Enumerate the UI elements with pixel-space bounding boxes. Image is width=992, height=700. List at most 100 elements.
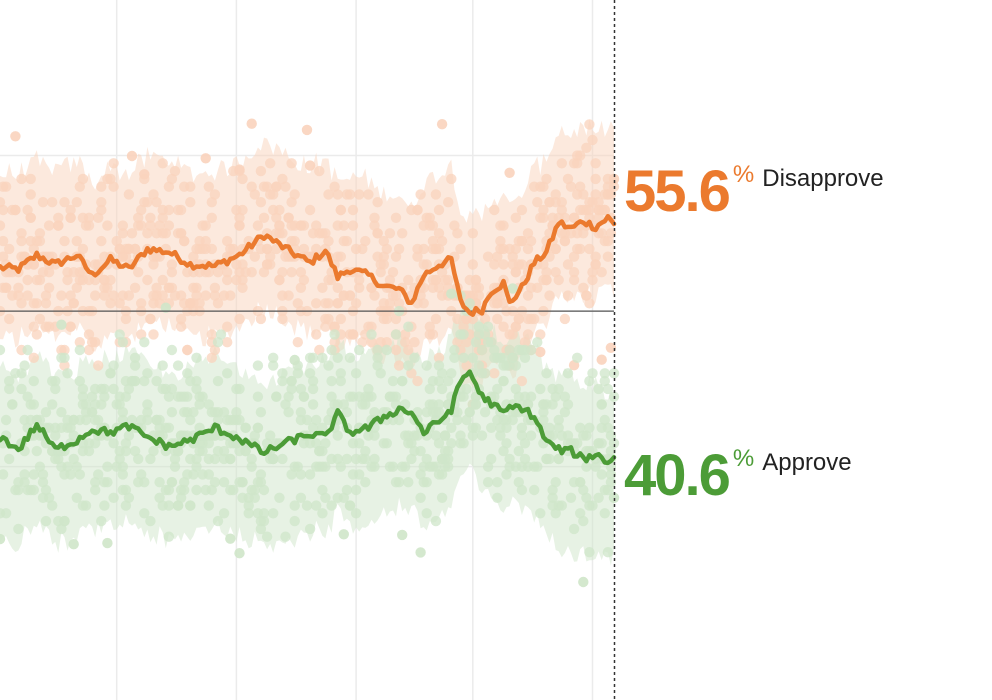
approve-poll-dot <box>482 321 494 332</box>
disapprove-poll-dot <box>452 228 463 239</box>
approve-poll-dot <box>114 399 125 410</box>
disapprove-poll-dot <box>375 267 386 278</box>
disapprove-poll-dot <box>403 344 414 356</box>
approve-poll-dot <box>268 360 279 371</box>
disapprove-poll-dot <box>286 158 297 169</box>
disapprove-poll-dot <box>498 321 509 332</box>
approve-poll-dot <box>203 500 214 511</box>
disapprove-poll-dot <box>461 337 472 348</box>
approve-poll-dot <box>593 492 604 503</box>
approve-poll-dot <box>307 383 319 395</box>
disapprove-poll-dot <box>96 235 107 247</box>
disapprove-poll-dot <box>53 220 64 231</box>
approve-poll-dot <box>354 469 365 480</box>
disapprove-poll-dot <box>16 298 27 309</box>
approve-poll-dot <box>243 500 254 511</box>
disapprove-poll-dot <box>467 228 478 239</box>
approve-poll-dot <box>90 484 101 496</box>
approve-poll-dot <box>467 352 478 363</box>
approve-poll-dot <box>80 414 92 426</box>
approve-poll-dot <box>4 383 15 395</box>
disapprove-poll-dot <box>412 375 423 387</box>
approve-poll-dot <box>280 531 291 542</box>
approve-poll-dot <box>258 484 270 496</box>
approve-poll-dot <box>7 399 18 410</box>
disapprove-poll-dot <box>209 282 221 293</box>
disapprove-poll-dot <box>522 329 534 340</box>
approve-poll-dot <box>246 453 257 465</box>
disapprove-poll-dot <box>31 329 42 340</box>
disapprove-poll-dot <box>433 228 445 239</box>
approve-poll-dot <box>53 453 64 465</box>
disapprove-poll-dot <box>602 235 614 247</box>
disapprove-poll-dot <box>206 329 217 340</box>
disapprove-poll-dot <box>34 228 46 239</box>
disapprove-poll-dot <box>338 220 349 231</box>
disapprove-poll-dot <box>596 267 607 278</box>
disapprove-poll-dot <box>314 165 325 177</box>
approve-poll-dot <box>461 414 472 426</box>
approve-poll-dot <box>175 492 187 503</box>
disapprove-poll-dot <box>421 259 432 270</box>
approve-poll-dot <box>59 352 70 363</box>
disapprove-poll-dot <box>559 313 571 325</box>
disapprove-poll-dot <box>234 313 245 325</box>
disapprove-poll-dot <box>387 267 399 278</box>
approve-poll-dot <box>443 461 454 472</box>
approve-poll-dot <box>93 414 104 426</box>
approve-poll-dot <box>341 407 353 418</box>
disapprove-poll-dot <box>522 243 534 255</box>
approve-poll-dot <box>344 352 356 363</box>
approve-poll-dot <box>148 445 159 457</box>
approve-poll-dot <box>65 469 76 480</box>
disapprove-poll-dot <box>538 259 549 270</box>
approve-poll-dot <box>479 368 491 379</box>
approve-poll-dot <box>65 422 76 433</box>
approve-poll-dot <box>335 368 346 379</box>
approve-poll-dot <box>80 500 92 511</box>
disapprove-poll-dot <box>390 344 402 356</box>
approve-poll-dot <box>307 422 319 433</box>
disapprove-poll-dot <box>381 313 392 325</box>
disapprove-poll-dot <box>412 251 423 262</box>
approve-poll-dot <box>482 477 494 488</box>
approve-poll-dot <box>458 391 469 402</box>
approve-poll-dot <box>504 344 515 356</box>
approve-poll-dot <box>400 461 411 472</box>
disapprove-poll-dot <box>605 342 617 353</box>
disapprove-label: 55.6 % Disapprove <box>624 163 884 221</box>
approve-poll-dot <box>492 383 503 395</box>
disapprove-poll-dot <box>277 228 288 239</box>
disapprove-poll-dot <box>535 329 546 340</box>
disapprove-poll-dot <box>397 228 408 239</box>
approve-poll-dot <box>350 484 362 496</box>
approve-poll-dot <box>102 537 113 549</box>
approve-poll-dot <box>209 453 221 465</box>
disapprove-poll-dot <box>427 235 439 247</box>
disapprove-poll-dot <box>568 212 580 223</box>
approve-poll-dot <box>166 344 178 356</box>
approve-poll-dot <box>179 477 190 488</box>
disapprove-poll-dot <box>433 282 445 293</box>
disapprove-poll-dot <box>163 181 175 192</box>
approve-poll-dot <box>289 500 300 511</box>
approve-poll-dot <box>476 430 488 441</box>
approve-poll-dot <box>40 484 52 496</box>
approve-poll-dot <box>295 492 307 503</box>
approve-poll-dot <box>120 445 132 457</box>
disapprove-poll-dot <box>129 243 141 255</box>
approve-poll-dot <box>608 438 620 449</box>
disapprove-poll-dot <box>556 158 567 169</box>
approve-poll-dot <box>568 523 580 535</box>
approve-poll-dot <box>28 484 39 496</box>
disapprove-poll-dot <box>492 313 503 325</box>
approve-poll-dot <box>271 391 282 402</box>
disapprove-poll-dot <box>123 189 135 200</box>
disapprove-poll-dot <box>286 197 297 208</box>
approve-poll-dot <box>209 477 221 488</box>
approve-poll-dot <box>553 383 564 395</box>
disapprove-poll-dot <box>228 243 239 255</box>
approve-poll-dot <box>507 283 518 294</box>
disapprove-poll-dot <box>222 235 233 247</box>
disapprove-poll-dot <box>510 212 521 223</box>
